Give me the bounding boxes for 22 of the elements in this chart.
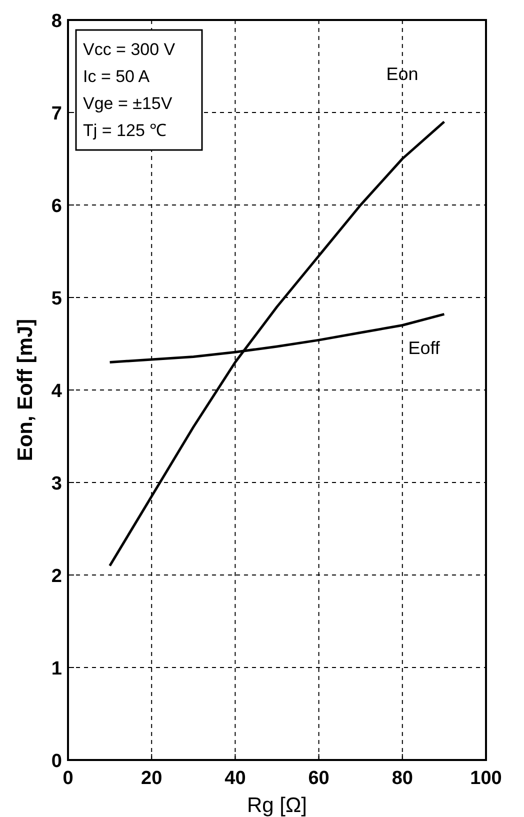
y-tick-label: 7 xyxy=(51,104,62,124)
x-tick-label: 40 xyxy=(224,768,246,789)
y-tick-label: 4 xyxy=(51,381,62,402)
x-tick-label: 80 xyxy=(392,768,413,789)
y-tick-label: 8 xyxy=(51,11,62,32)
annotation: Ic = 50 A xyxy=(83,67,150,86)
x-tick-label: 100 xyxy=(470,768,502,789)
x-tick-label: 20 xyxy=(141,768,162,789)
y-tick-label: 1 xyxy=(51,658,62,680)
annotation: Tj = 125 ℃ xyxy=(83,121,167,140)
y-axis-title: Eon, Eoff [mJ] xyxy=(14,318,37,462)
x-axis-title: Rg [Ω] xyxy=(246,794,308,817)
series-label: Eoff xyxy=(408,338,441,358)
y-tick-label: 6 xyxy=(51,196,62,217)
y-tick-label: 3 xyxy=(51,474,62,494)
y-tick-label: 5 xyxy=(51,288,62,310)
annotation: Vge = ±15V xyxy=(83,94,173,113)
x-tick-label: 60 xyxy=(308,768,330,789)
y-tick-label: 0 xyxy=(51,751,62,772)
y-tick-label: 2 xyxy=(51,566,62,587)
annotation: Vcc = 300 V xyxy=(83,40,176,59)
text: Eon xyxy=(386,64,418,84)
